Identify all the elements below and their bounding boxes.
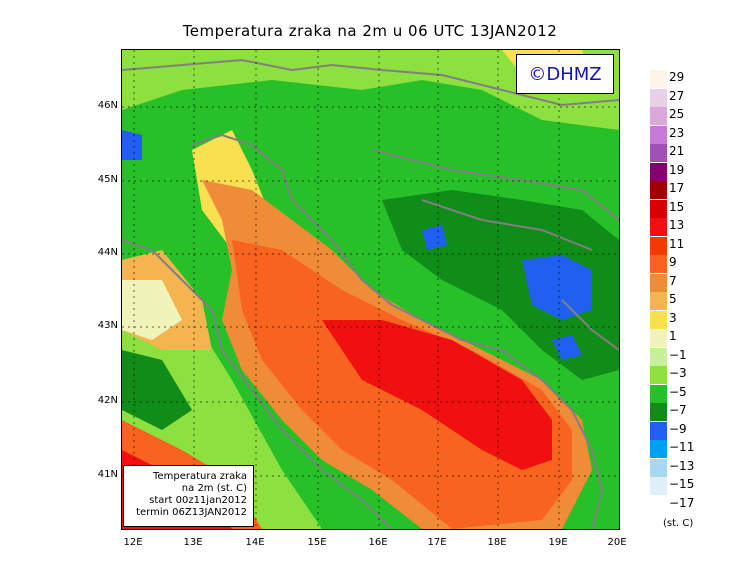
lon-tick-label: 17E [427,537,447,548]
lat-tick-label: 45N [97,174,118,185]
lon-tick-label: 20E [607,537,627,548]
colorbar-label: 27 [669,88,685,103]
lat-tick-label: 43N [97,320,118,331]
colorbar-label: 25 [669,107,685,121]
logo-text: ©DHMZ [528,63,602,85]
colorbar-label: −15 [669,477,695,491]
colorbar-label: 21 [669,144,685,158]
colorbar-swatch [650,218,667,236]
lat-tick-label: 44N [97,247,118,258]
colorbar-label: 15 [669,199,685,214]
lon-tick-label: 16E [368,537,388,548]
lon-tick-label: 12E [123,537,143,548]
temperature-map [121,49,620,530]
lon-tick-label: 14E [245,537,265,548]
colorbar-swatch [650,181,667,199]
colorbar-swatch [650,199,667,218]
colorbar-swatch [650,88,667,107]
colorbar-label: 11 [669,236,685,251]
colorbar-label: 19 [669,162,685,177]
colorbar-swatch [650,403,667,421]
colorbar-label: 29 [669,70,685,84]
colorbar-swatch [650,477,667,495]
lon-tick-label: 19E [548,537,568,548]
colorbar-swatch [650,366,667,384]
map-info-box: Temperatura zraka na 2m (st. C) start 00… [123,465,254,527]
colorbar-swatch [650,347,667,366]
colorbar-label: 9 [669,255,677,269]
colorbar-label: 5 [669,292,677,306]
info-line-1: Temperatura zraka [153,471,247,482]
colorbar-label: 7 [669,273,677,288]
colorbar-swatch [650,236,667,255]
lat-tick-label: 41N [97,469,118,480]
colorbar-swatch [650,144,667,162]
lon-tick-label: 18E [487,537,507,548]
colorbar-label: 23 [669,125,685,140]
colorbar-swatch [650,458,667,477]
colorbar-swatch [650,310,667,329]
colorbar-swatch [650,329,667,347]
colorbar-label: −17 [669,495,695,510]
colorbar-label: 1 [669,329,677,343]
colorbar-swatch [650,70,667,88]
colorbar-swatch [650,384,667,403]
lon-tick-label: 15E [307,537,327,548]
colorbar-swatch [650,440,667,458]
colorbar-label: −5 [669,384,687,399]
colorbar-label: −7 [669,403,687,417]
info-line-3: start 00z11jan2012 [149,495,247,506]
colorbar-swatch [650,495,667,514]
colorbar-label: −11 [669,440,695,454]
colorbar-swatch [650,125,667,144]
colorbar-swatch [650,292,667,310]
info-line-4: termin 06Z13JAN2012 [136,507,247,518]
info-line-2: na 2m (st. C) [181,483,247,494]
dhmz-logo: ©DHMZ [516,54,614,94]
lat-tick-label: 46N [97,100,118,111]
colorbar-label: −1 [669,347,687,362]
colorbar-label: −13 [669,458,695,473]
lat-tick-label: 42N [97,395,118,406]
colorbar-label: −9 [669,421,687,436]
colorbar-label: 13 [669,218,685,232]
colorbar-swatch [650,273,667,292]
colorbar-label: 3 [669,310,677,325]
colorbar-swatch [650,107,667,125]
map-title: Temperatura zraka na 2m u 06 UTC 13JAN20… [182,22,558,40]
colorbar-label: 17 [669,181,685,195]
colorbar-unit: (st. C) [663,518,694,529]
colorbar-swatch [650,162,667,181]
colorbar-swatch [650,255,667,273]
lon-tick-label: 13E [183,537,203,548]
colorbar-label: −3 [669,366,687,380]
colorbar-swatch [650,421,667,440]
